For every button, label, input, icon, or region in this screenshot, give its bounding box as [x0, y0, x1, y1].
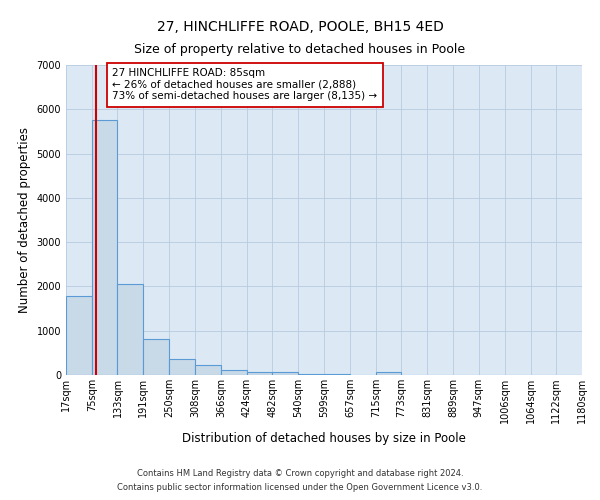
Bar — [118, 284, 143, 375]
Text: Contains HM Land Registry data © Crown copyright and database right 2024.: Contains HM Land Registry data © Crown c… — [137, 468, 463, 477]
Bar — [169, 358, 195, 375]
Text: Size of property relative to detached houses in Poole: Size of property relative to detached ho… — [134, 42, 466, 56]
Text: Contains public sector information licensed under the Open Government Licence v3: Contains public sector information licen… — [118, 484, 482, 492]
X-axis label: Distribution of detached houses by size in Poole: Distribution of detached houses by size … — [182, 432, 466, 444]
Bar — [221, 370, 247, 375]
Bar — [376, 372, 401, 375]
Y-axis label: Number of detached properties: Number of detached properties — [18, 127, 31, 313]
Bar — [92, 120, 118, 375]
Bar — [272, 372, 298, 375]
Bar — [298, 374, 324, 375]
Bar — [324, 374, 350, 375]
Bar — [66, 296, 92, 375]
Text: 27 HINCHLIFFE ROAD: 85sqm
← 26% of detached houses are smaller (2,888)
73% of se: 27 HINCHLIFFE ROAD: 85sqm ← 26% of detac… — [112, 68, 377, 102]
Bar — [143, 338, 169, 375]
Bar — [247, 372, 272, 375]
Bar — [195, 365, 221, 375]
Text: 27, HINCHLIFFE ROAD, POOLE, BH15 4ED: 27, HINCHLIFFE ROAD, POOLE, BH15 4ED — [157, 20, 443, 34]
